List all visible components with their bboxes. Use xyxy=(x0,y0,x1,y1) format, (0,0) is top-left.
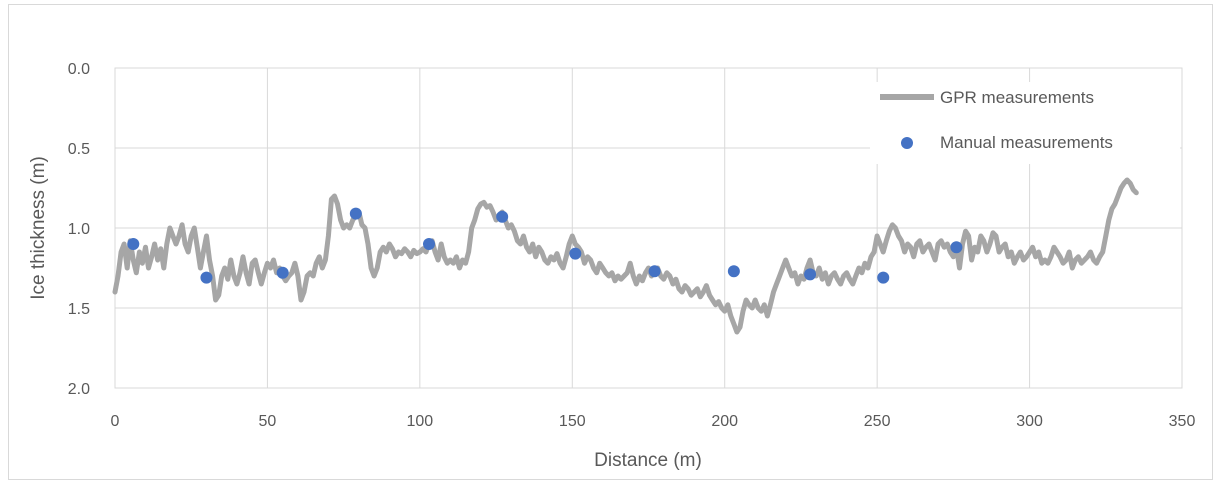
plot-area xyxy=(114,67,1183,389)
legend: GPR measurements Manual measurements xyxy=(870,82,1180,164)
manual-measurement-point xyxy=(496,210,509,223)
y-tick-labels: 0.0 0.5 1.0 1.5 2.0 xyxy=(68,61,90,398)
y-tick-label: 0.5 xyxy=(68,141,90,158)
x-tick-label: 50 xyxy=(259,413,277,430)
y-tick-label: 2.0 xyxy=(68,381,90,398)
legend-marker-swatch xyxy=(901,137,913,149)
y-tick-label: 1.5 xyxy=(68,301,90,318)
legend-label-manual: Manual measurements xyxy=(940,133,1113,152)
x-tick-label: 350 xyxy=(1169,413,1196,430)
manual-measurement-point xyxy=(569,247,582,260)
gpr-line xyxy=(112,177,1139,335)
manual-measurement-point xyxy=(349,207,362,220)
x-tick-label: 250 xyxy=(864,413,891,430)
manual-measurement-point xyxy=(423,238,436,250)
y-axis-title: Ice thickness (m) xyxy=(28,156,49,300)
manual-series xyxy=(127,207,963,284)
manual-measurement-point xyxy=(950,241,963,254)
manual-measurement-point xyxy=(276,266,289,279)
gpr-series xyxy=(112,177,1139,335)
x-tick-labels: 0 50 100 150 200 250 300 350 xyxy=(111,413,1196,430)
manual-measurement-point xyxy=(127,238,140,250)
manual-measurement-point xyxy=(877,271,890,284)
manual-measurement-point xyxy=(804,268,817,281)
y-tick-label: 1.0 xyxy=(68,221,90,238)
x-axis-title: Distance (m) xyxy=(594,450,702,471)
manual-measurement-point xyxy=(648,265,661,278)
legend-label-gpr: GPR measurements xyxy=(940,88,1094,107)
x-tick-label: 200 xyxy=(711,413,738,430)
manual-measurement-point xyxy=(200,271,213,284)
manual-measurement-point xyxy=(727,265,740,278)
x-tick-label: 100 xyxy=(407,413,434,430)
x-tick-label: 0 xyxy=(111,413,120,430)
x-tick-label: 150 xyxy=(559,413,586,430)
plot-border xyxy=(114,67,1183,389)
x-tick-label: 300 xyxy=(1016,413,1043,430)
y-tick-label: 0.0 xyxy=(68,61,90,78)
